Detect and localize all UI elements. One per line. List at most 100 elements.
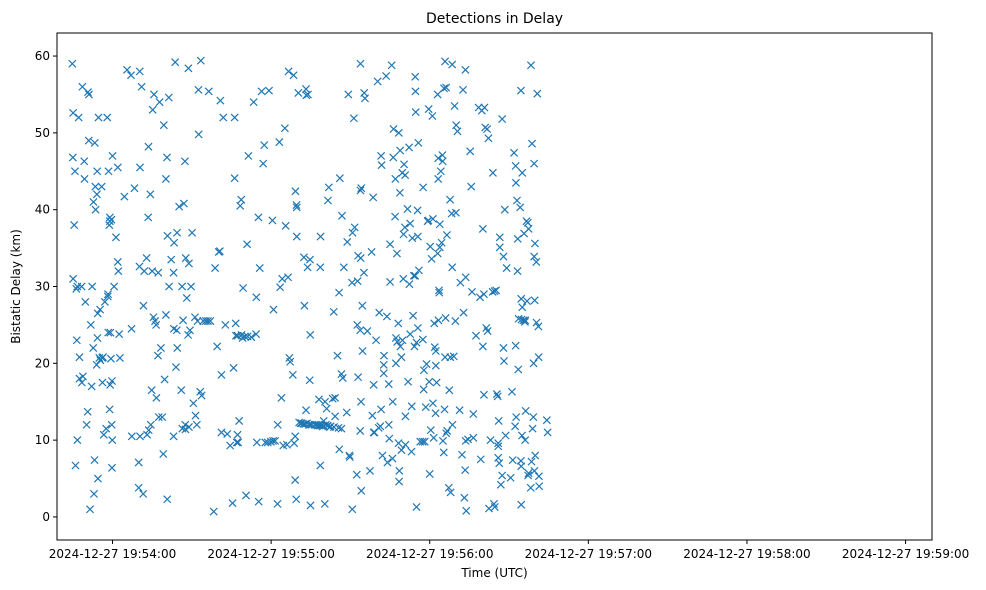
data-point (102, 424, 111, 433)
data-point (177, 386, 186, 395)
data-point (430, 319, 439, 328)
data-point (434, 316, 443, 325)
data-point (316, 263, 325, 272)
data-point (104, 328, 113, 337)
chart-title: Detections in Delay (426, 11, 563, 27)
data-point (461, 466, 470, 475)
data-point (450, 101, 459, 111)
data-point (431, 361, 440, 370)
data-point (349, 114, 358, 123)
data-point (105, 405, 114, 414)
data-point (333, 351, 342, 360)
data-point (400, 223, 409, 232)
data-point (257, 87, 266, 96)
x-axis-label: Time (UTC) (460, 566, 527, 580)
y-tick-label: 10 (35, 433, 50, 447)
data-point (164, 93, 173, 102)
data-point (80, 174, 89, 183)
data-point (107, 420, 116, 429)
data-point (159, 449, 168, 458)
data-point (412, 502, 421, 511)
data-point (424, 216, 433, 225)
data-point (530, 239, 539, 248)
data-point (103, 290, 113, 299)
data-point (335, 288, 344, 297)
data-point (178, 282, 187, 291)
data-point (339, 263, 348, 272)
data-point (190, 313, 200, 322)
data-point (345, 453, 354, 462)
data-point (535, 482, 544, 491)
data-point (233, 430, 242, 439)
data-point (303, 263, 312, 272)
data-point (113, 257, 122, 266)
data-point (178, 424, 187, 433)
data-point (433, 90, 442, 99)
data-point (269, 305, 278, 314)
data-point (367, 247, 376, 256)
data-point (428, 214, 437, 223)
data-point (533, 89, 542, 98)
data-point (406, 330, 415, 339)
data-point (412, 338, 421, 347)
data-point (259, 159, 268, 168)
data-point (448, 263, 457, 272)
data-point (513, 267, 522, 276)
data-point (268, 216, 277, 225)
data-point (134, 483, 143, 492)
data-point (483, 327, 492, 336)
data-point (303, 90, 312, 99)
data-point (448, 60, 457, 69)
data-point (401, 412, 410, 421)
data-point (260, 141, 269, 150)
data-point (411, 72, 420, 81)
data-point (394, 439, 403, 448)
data-point (524, 471, 533, 480)
data-point (80, 157, 89, 166)
data-point (91, 182, 100, 191)
data-point (400, 160, 409, 169)
data-point (123, 65, 132, 74)
data-point (163, 231, 172, 240)
data-point (275, 138, 284, 147)
data-point (77, 378, 86, 387)
data-point (172, 228, 182, 237)
data-point (425, 469, 434, 478)
data-point (512, 196, 521, 205)
data-point (378, 451, 387, 460)
data-point (377, 151, 386, 160)
data-point (69, 108, 78, 117)
data-point (106, 328, 115, 337)
data-point (420, 437, 429, 446)
data-point (191, 411, 200, 420)
data-point (93, 309, 102, 318)
data-point (197, 391, 206, 400)
data-point (418, 437, 427, 446)
data-point (462, 506, 471, 515)
data-point (357, 486, 366, 495)
data-point (299, 253, 308, 262)
data-point (211, 264, 220, 273)
data-point (407, 447, 416, 456)
data-point (499, 356, 509, 366)
data-point (543, 428, 552, 437)
data-point (184, 259, 193, 268)
y-tick-label: 40 (35, 203, 50, 217)
data-point (163, 495, 172, 504)
data-point (386, 240, 395, 249)
data-point (320, 499, 329, 508)
data-point (142, 254, 151, 263)
data-point (494, 439, 503, 448)
data-point (187, 282, 196, 291)
data-point (127, 432, 136, 441)
data-point (314, 395, 323, 404)
data-point (321, 420, 330, 429)
plot-area-frame (56, 32, 933, 541)
data-point (511, 178, 520, 187)
data-point (89, 197, 98, 207)
data-point (452, 121, 461, 130)
data-point (401, 440, 410, 449)
data-point (273, 499, 282, 508)
data-point (229, 363, 238, 372)
